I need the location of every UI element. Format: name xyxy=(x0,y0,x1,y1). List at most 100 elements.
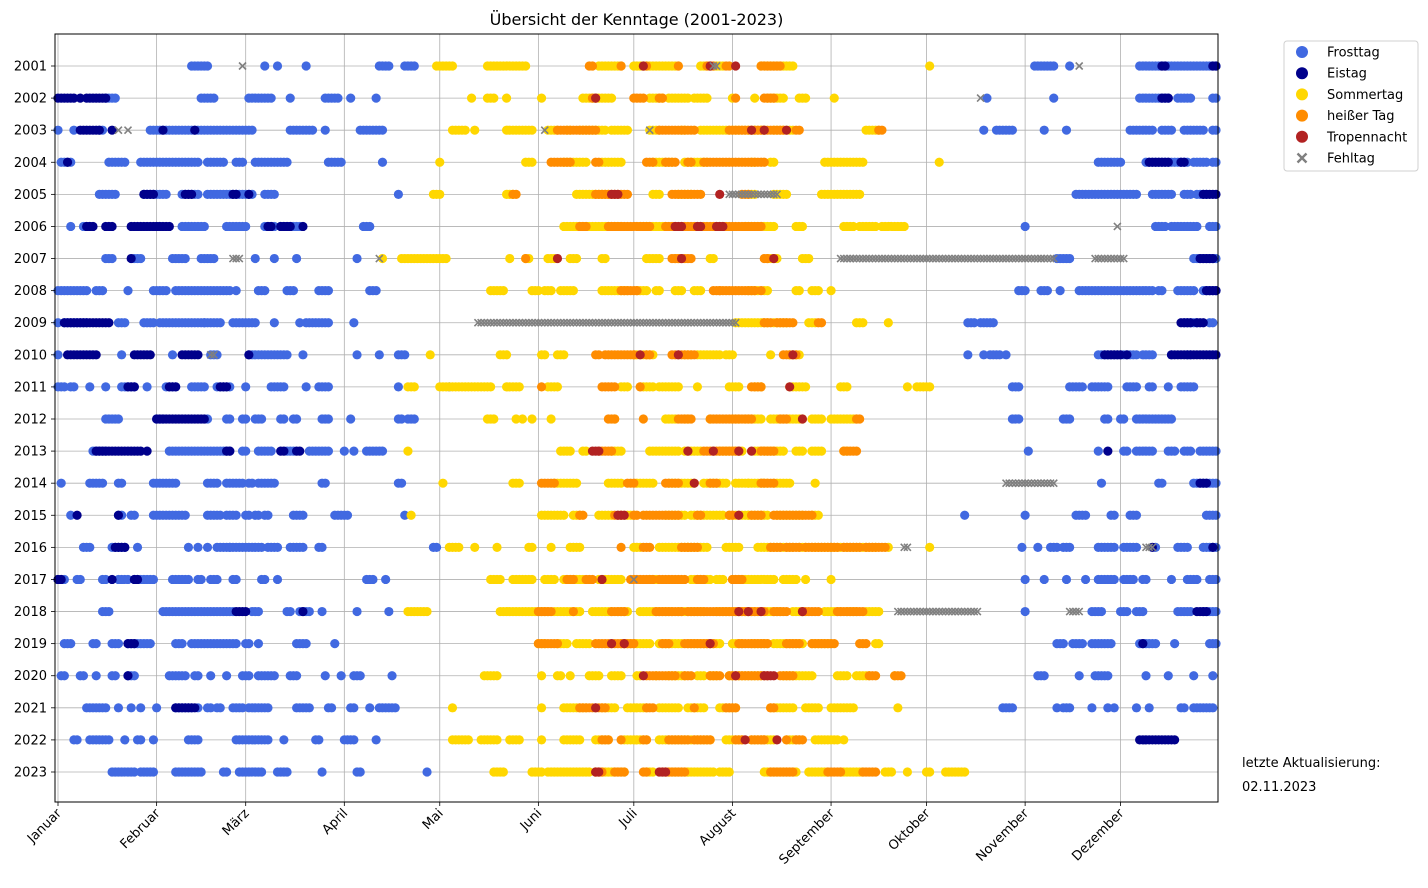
point-Frosttag xyxy=(69,382,79,392)
point-heißer Tag xyxy=(769,446,779,456)
point-Eistag xyxy=(1211,61,1221,71)
point-Frosttag xyxy=(346,414,356,424)
point-Fehltag xyxy=(995,254,1004,263)
point-Tropennacht xyxy=(619,639,629,649)
point-Frosttag xyxy=(183,542,194,552)
point-Eistag xyxy=(126,253,136,264)
legend-marker xyxy=(1296,130,1308,143)
point-Frosttag xyxy=(218,157,229,167)
point-heißer Tag xyxy=(781,606,792,617)
point-heißer Tag xyxy=(645,221,655,232)
point-Frosttag xyxy=(272,574,283,585)
point-Fehltag xyxy=(966,254,976,263)
point-Sommertag xyxy=(718,510,728,520)
point-Sommertag xyxy=(721,478,731,488)
point-Fehltag xyxy=(1001,254,1011,263)
point-Sommertag xyxy=(893,703,903,713)
y-tick-label: 2010 xyxy=(14,348,47,363)
point-Sommertag xyxy=(778,93,788,103)
point-Fehltag xyxy=(658,318,667,327)
point-heißer Tag xyxy=(813,606,823,617)
point-Frosttag xyxy=(381,574,391,585)
point-Sommertag xyxy=(403,446,413,456)
point-Frosttag xyxy=(320,478,330,488)
point-Frosttag xyxy=(1211,478,1221,488)
point-Frosttag xyxy=(1096,606,1107,617)
point-Frosttag xyxy=(1131,382,1142,392)
point-Tropennacht xyxy=(619,510,629,520)
point-Sommertag xyxy=(797,221,808,232)
point-Eistag xyxy=(123,671,133,681)
point-Tropennacht xyxy=(638,671,648,681)
point-Fehltag xyxy=(944,607,953,616)
point-Frosttag xyxy=(193,671,203,681)
point-Frosttag xyxy=(1106,639,1116,649)
point-Frosttag xyxy=(355,767,365,777)
point-Frosttag xyxy=(1157,478,1167,488)
point-Frosttag xyxy=(1020,286,1030,296)
point-Fehltag xyxy=(718,318,727,327)
point-Fehltag xyxy=(699,318,708,327)
point-heißer Tag xyxy=(648,157,658,167)
point-Frosttag xyxy=(1007,703,1017,713)
y-tick-label: 2019 xyxy=(14,637,47,652)
point-Frosttag xyxy=(110,189,120,199)
point-Frosttag xyxy=(1170,446,1180,456)
y-tick-label: 2013 xyxy=(14,445,47,460)
point-Frosttag xyxy=(1001,350,1011,360)
point-Fehltag xyxy=(912,607,922,616)
point-Sommertag xyxy=(708,767,718,777)
point-Sommertag xyxy=(622,382,633,392)
point-Frosttag xyxy=(244,639,254,649)
point-Sommertag xyxy=(536,767,547,777)
point-Tropennacht xyxy=(689,478,699,488)
point-heißer Tag xyxy=(676,606,687,617)
point-Fehltag xyxy=(731,190,740,199)
point-Eistag xyxy=(1208,542,1218,552)
point-Fehltag xyxy=(763,190,772,199)
point-Fehltag xyxy=(1014,479,1023,488)
point-Sommertag xyxy=(435,189,445,199)
point-Eistag xyxy=(231,189,241,199)
point-Fehltag xyxy=(890,254,899,263)
point-Sommertag xyxy=(801,382,811,392)
point-Tropennacht xyxy=(597,574,607,585)
point-Frosttag xyxy=(177,639,187,649)
point-heißer Tag xyxy=(587,574,598,585)
point-Sommertag xyxy=(788,61,798,71)
point-Eistag xyxy=(107,574,117,585)
point-heißer Tag xyxy=(711,478,722,488)
point-Fehltag xyxy=(553,318,562,327)
point-Eistag xyxy=(129,382,139,392)
point-Frosttag xyxy=(53,350,63,360)
point-heißer Tag xyxy=(781,735,792,745)
point-Frosttag xyxy=(193,542,203,552)
point-Fehltag xyxy=(1043,254,1052,263)
point-Frosttag xyxy=(323,382,334,392)
point-Sommertag xyxy=(606,93,617,103)
point-Eistag xyxy=(1211,350,1221,360)
point-Sommertag xyxy=(584,767,594,777)
point-Frosttag xyxy=(279,382,289,392)
point-Frosttag xyxy=(279,414,289,424)
point-Fehltag xyxy=(562,318,572,327)
point-Eistag xyxy=(1170,735,1180,745)
point-Frosttag xyxy=(196,574,206,585)
point-Frosttag xyxy=(1211,125,1221,135)
point-heißer Tag xyxy=(619,606,629,617)
point-Frosttag xyxy=(1185,93,1196,103)
point-Fehltag xyxy=(1113,222,1122,231)
point-Fehltag xyxy=(900,543,909,552)
point-Frosttag xyxy=(161,189,171,199)
point-Frosttag xyxy=(1074,671,1084,681)
point-Frosttag xyxy=(1014,382,1024,392)
point-Fehltag xyxy=(858,254,867,263)
point-Frosttag xyxy=(349,703,359,713)
point-Sommertag xyxy=(813,286,823,296)
point-Fehltag xyxy=(922,607,931,616)
point-Fehltag xyxy=(963,607,972,616)
y-tick-label: 2008 xyxy=(14,284,47,299)
point-Tropennacht xyxy=(743,606,753,617)
point-Frosttag xyxy=(339,446,349,456)
point-Fehltag xyxy=(712,318,721,327)
